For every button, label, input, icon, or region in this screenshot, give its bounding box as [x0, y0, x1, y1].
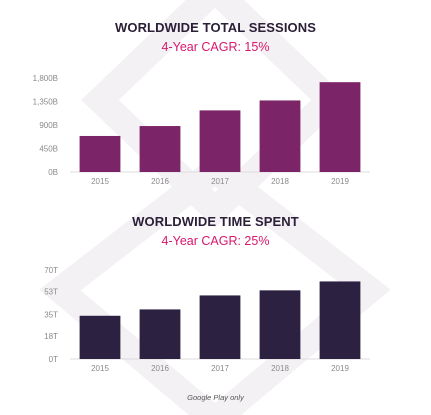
time-spent-x-tick-label: 2018	[271, 364, 289, 373]
sessions-chart-subtitle: 4-Year CAGR: 15%	[161, 40, 270, 54]
sessions-y-tick-label: 900B	[39, 121, 58, 130]
sessions-chart-title: WORLDWIDE TOTAL SESSIONS	[114, 20, 317, 35]
time-spent-y-tick-label: 18T	[44, 332, 58, 341]
time-spent-bar	[139, 309, 181, 359]
time-spent-bar	[199, 295, 241, 359]
sessions-x-tick-label: 2015	[91, 177, 109, 186]
sessions-x-tick-label: 2019	[331, 177, 349, 186]
sessions-y-tick-label: 0B	[48, 168, 58, 177]
footnote: Google Play only	[187, 393, 244, 402]
sessions-bar	[139, 126, 181, 172]
time-spent-chart-title: WORLDWIDE TIME SPENT	[132, 214, 299, 229]
sessions-bar	[319, 82, 361, 172]
time-spent-y-tick-label: 0T	[49, 355, 58, 364]
time-spent-x-tick-label: 2017	[211, 364, 229, 373]
sessions-x-tick-label: 2018	[271, 177, 289, 186]
sessions-bar-chart: 0B 450B 900B 1,350B 1,800B 2015 2016 2017 2018 20…	[33, 74, 370, 186]
time-spent-x-tick-label: 2016	[151, 364, 169, 373]
sessions-bar	[79, 135, 121, 172]
time-spent-bar-chart: 0T 18T 35T 53T 70T 2015 2016 2017 2018 2019	[44, 266, 370, 373]
time-spent-bar	[259, 290, 301, 359]
time-spent-y-tick-label: 35T	[44, 311, 58, 320]
time-spent-x-tick-label: 2015	[91, 364, 109, 373]
sessions-y-tick-label: 450B	[39, 145, 58, 154]
sessions-y-tick-label: 1,800B	[33, 74, 58, 83]
time-spent-bar	[319, 281, 361, 359]
sessions-x-tick-label: 2017	[211, 177, 229, 186]
sessions-y-tick-label: 1,350B	[33, 98, 58, 107]
sessions-x-tick-label: 2016	[151, 177, 169, 186]
sessions-bar	[259, 100, 301, 172]
time-spent-y-tick-label: 70T	[44, 266, 58, 275]
time-spent-x-tick-label: 2019	[331, 364, 349, 373]
time-spent-chart-subtitle: 4-Year CAGR: 25%	[161, 234, 270, 248]
time-spent-y-tick-label: 53T	[44, 288, 58, 297]
sessions-bar	[199, 110, 241, 172]
time-spent-bar	[79, 315, 121, 359]
